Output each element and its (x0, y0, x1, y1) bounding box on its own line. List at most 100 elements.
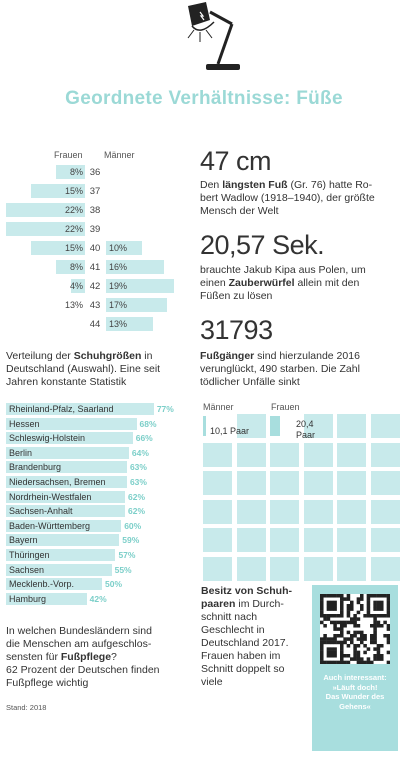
state-value: 68% (139, 418, 157, 429)
men-bar-value: 10% (109, 243, 128, 253)
pair-grid-cell (370, 528, 400, 552)
pair-grid-cell (303, 471, 333, 495)
page-title: Geordnete Verhältnisse: Füße (65, 88, 343, 109)
women-bar-value: 22% (64, 224, 83, 234)
women-bar-value: 15% (64, 186, 83, 196)
women-bar: 22% (5, 222, 85, 236)
state-label: Berlin (9, 447, 33, 458)
pair-grid-cell (337, 442, 366, 467)
state-value: 66% (135, 433, 153, 444)
women-bar-value: 15% (64, 243, 83, 253)
shoe-size-label: 40 (89, 243, 101, 254)
pair-grid-cell (270, 556, 299, 581)
pair-grid-cell (270, 442, 299, 467)
pair-grid-cell (337, 556, 366, 581)
pair-grid-cell (337, 528, 366, 552)
women-bar: 13% (38, 298, 85, 312)
pair-grid-cell (270, 499, 299, 524)
men-bar-value: 17% (109, 300, 128, 310)
pair-grid-cell (370, 471, 400, 495)
men-pairs-bar (203, 416, 206, 436)
qr-code[interactable] (320, 594, 391, 665)
men-bar-value: 16% (109, 262, 128, 272)
state-label: Brandenburg (9, 462, 62, 473)
state-value: 55% (114, 564, 132, 575)
pair-grid-cell (303, 556, 333, 581)
pair-grid-cell (203, 499, 232, 524)
state-bar (6, 476, 127, 488)
fact-pedestrians-text: Fußgänger sind hierzulande 2016 verunglü… (200, 350, 360, 388)
shoe-size-label: 44 (89, 319, 101, 330)
state-bar (6, 490, 126, 503)
pair-grid-cell (236, 528, 266, 552)
state-value: 42% (89, 593, 107, 604)
men-bar: 19% (106, 279, 175, 293)
pair-grid-cell (337, 414, 366, 438)
pair-grid-cell (236, 414, 266, 438)
women-bar-value: 13% (64, 300, 83, 310)
fact-cube-text: brauchte Jakub Kipa aus Polen, um einen … (200, 264, 366, 302)
pair-grid-cell (337, 499, 366, 524)
pair-grid-cell (203, 528, 232, 552)
shoe-size-label: 38 (89, 205, 101, 216)
shoe-size-label: 39 (89, 224, 101, 235)
state-value: 50% (105, 579, 123, 590)
state-label: Baden-Württemberg (9, 520, 91, 531)
shoe-size-label: 36 (89, 167, 101, 178)
header-women: Frauen (54, 150, 83, 160)
women-bar-value: 22% (64, 205, 83, 215)
men-bar: 10% (106, 241, 142, 255)
desk-lamp-illustration (187, 2, 240, 70)
state-bar (6, 461, 127, 474)
pairs-men-label: 10,1 Paar (210, 426, 250, 436)
state-value: 62% (128, 491, 146, 502)
women-bar: 4% (70, 279, 85, 293)
fact-length-value: 47 cm (200, 146, 272, 176)
pair-grid-cell (370, 556, 400, 581)
pair-grid-cell (370, 414, 400, 438)
pair-grid-cell (203, 442, 232, 467)
state-label: Bayern (9, 535, 38, 546)
state-value: 60% (124, 520, 142, 531)
women-bar-value: 8% (69, 167, 83, 177)
state-bar (6, 563, 112, 576)
pair-grid-cell (236, 499, 266, 524)
women-bar: 8% (56, 165, 85, 179)
men-bar: 17% (106, 298, 168, 312)
women-bar-value: 8% (69, 262, 83, 272)
pair-grid-cell (270, 471, 299, 495)
pair-grid-cell (303, 442, 333, 467)
state-value: 59% (122, 535, 140, 546)
state-label: Nordrhein-Westfalen (9, 491, 92, 502)
pair-grid-cell (303, 499, 333, 524)
state-bar (6, 519, 122, 532)
state-bar (6, 417, 137, 430)
state-value: 63% (129, 462, 147, 473)
state-label: Hessen (9, 418, 40, 429)
state-label: Sachsen (9, 564, 45, 575)
fact-pedestrians-value: 31793 (200, 315, 273, 345)
state-value: 77% (156, 404, 174, 414)
pair-grid-cell (337, 471, 366, 495)
pair-grid-cell (303, 414, 333, 438)
state-bar (6, 578, 102, 591)
pair-grid-cell (270, 528, 299, 552)
pair-grid-cell (370, 499, 400, 524)
state-bar (6, 446, 129, 459)
fact-cube-value: 20,57 Sek. (200, 230, 325, 260)
state-bar (6, 592, 87, 605)
pair-grid-cell (203, 471, 232, 495)
state-label: Mecklenb.-Vorp. (9, 579, 75, 590)
shoe-size-label: 41 (89, 262, 101, 273)
pairs-header-women: Frauen (271, 402, 300, 412)
shoe-size-label: 42 (89, 281, 101, 292)
shoe-size-label: 37 (89, 186, 101, 197)
men-bar-value: 19% (109, 281, 128, 291)
state-value: 62% (128, 506, 146, 517)
women-bar: 15% (31, 184, 85, 198)
pair-grid-cell (370, 442, 400, 467)
men-bar: 16% (106, 260, 164, 274)
women-bar: 15% (31, 241, 85, 255)
state-label: Niedersachsen, Bremen (9, 477, 106, 487)
pair-grid-cell (236, 471, 266, 495)
